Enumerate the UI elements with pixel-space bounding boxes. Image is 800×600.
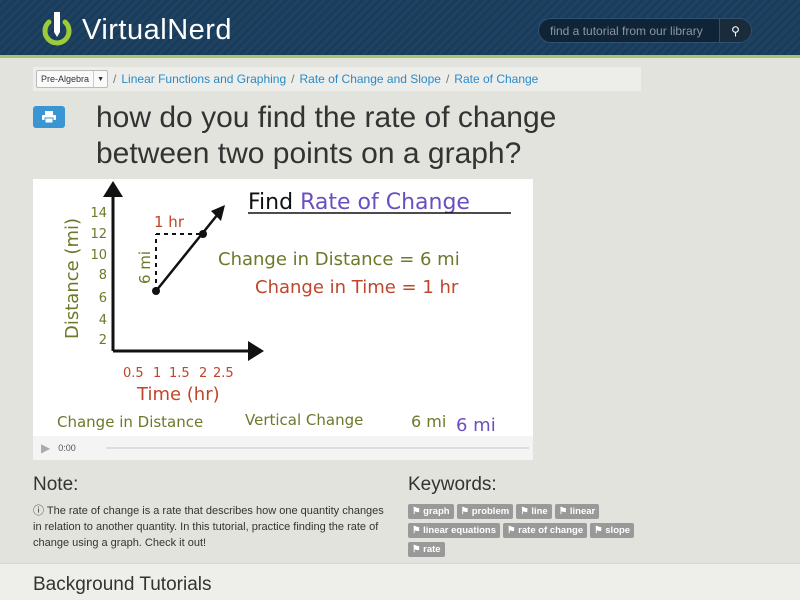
keyword-tag[interactable]: ⚑ linear xyxy=(554,504,600,519)
background-tutorials-heading: Background Tutorials xyxy=(33,574,212,595)
formula-vertical-change: Vertical Change xyxy=(245,411,363,429)
x-tick: 1.5 xyxy=(169,366,190,381)
formula-6mi-2: 6 mi xyxy=(456,415,496,436)
background-tutorials-section: Background Tutorials xyxy=(0,563,800,600)
rise-label: 6 mi xyxy=(136,251,154,284)
keyword-tag[interactable]: ⚑ rate of change xyxy=(503,523,588,538)
logo-text-virtual: Virtual xyxy=(82,13,168,46)
video-time: 0:00 xyxy=(58,443,76,453)
subject-select[interactable]: Pre-Algebra ▼ xyxy=(36,70,109,88)
y-tick: 6 xyxy=(99,291,107,306)
x-tick: 2.5 xyxy=(213,366,234,381)
change-time-text: Change in Time = 1 hr xyxy=(255,277,459,298)
keyword-tag[interactable]: ⚑ problem xyxy=(456,504,514,519)
chevron-down-icon: ▼ xyxy=(93,71,107,87)
video-heading-find: Find xyxy=(248,190,293,215)
search-bar: ⚲ xyxy=(538,18,752,43)
note-text: ⓘ The rate of change is a rate that desc… xyxy=(33,503,393,551)
y-tick: 10 xyxy=(90,248,107,263)
search-button[interactable]: ⚲ xyxy=(719,19,751,42)
y-tick: 2 xyxy=(99,333,107,348)
site-header: VirtualNerd ⚲ xyxy=(0,0,800,58)
x-tick: 1 xyxy=(153,366,161,381)
video-heading-rate: Rate of Change xyxy=(300,190,470,215)
tag-icon: ⚑ xyxy=(594,525,606,536)
search-icon: ⚲ xyxy=(731,23,740,38)
note-heading: Note: xyxy=(33,474,79,495)
y-tick: 8 xyxy=(99,268,107,283)
keyword-tag[interactable]: ⚑ linear equations xyxy=(408,523,501,538)
breadcrumb-link-linear-functions[interactable]: Linear Functions and Graphing xyxy=(121,72,287,86)
logo[interactable]: VirtualNerd xyxy=(40,10,232,50)
video-progress-bar[interactable] xyxy=(105,447,529,449)
subject-select-value: Pre-Algebra xyxy=(41,74,90,84)
info-icon: ⓘ xyxy=(33,505,47,517)
video-controls: ▶ 0:00 xyxy=(33,436,533,460)
video-frame: 2 4 6 8 10 12 14 0.5 1 1.5 2 2.5 Time (h… xyxy=(57,181,511,436)
tag-icon: ⚑ xyxy=(520,506,532,517)
logo-power-pencil-icon xyxy=(42,12,72,46)
y-tick: 12 xyxy=(90,227,107,242)
keywords-heading: Keywords: xyxy=(408,474,497,495)
keyword-tags: ⚑ graph ⚑ problem ⚑ line ⚑ linear ⚑ line… xyxy=(408,504,638,557)
keyword-tag[interactable]: ⚑ line xyxy=(516,504,552,519)
breadcrumb-separator: / xyxy=(113,72,117,86)
x-axis-label: Time (hr) xyxy=(136,384,220,405)
x-tick: 2 xyxy=(199,366,207,381)
tag-icon: ⚑ xyxy=(507,525,519,536)
video-player[interactable]: 2 4 6 8 10 12 14 0.5 1 1.5 2 2.5 Time (h… xyxy=(33,179,533,460)
breadcrumb: Pre-Algebra ▼ / Linear Functions and Grap… xyxy=(33,67,641,91)
search-input[interactable] xyxy=(539,19,719,42)
note-body: The rate of change is a rate that descri… xyxy=(33,505,384,549)
print-icon xyxy=(42,111,56,123)
formula-change-distance: Change in Distance xyxy=(57,413,203,431)
formula-6mi: 6 mi xyxy=(411,412,446,431)
tag-icon: ⚑ xyxy=(412,544,424,555)
tag-icon: ⚑ xyxy=(412,506,424,517)
keyword-tag[interactable]: ⚑ rate xyxy=(408,542,445,557)
y-tick: 4 xyxy=(99,313,107,328)
tag-icon: ⚑ xyxy=(412,525,424,536)
svg-text:Find Rate of Change: Find Rate of Change xyxy=(248,190,470,215)
y-tick: 14 xyxy=(90,206,107,221)
breadcrumb-link-rate-of-change[interactable]: Rate of Change xyxy=(454,72,539,86)
breadcrumb-separator: / xyxy=(445,72,450,86)
change-distance-text: Change in Distance = 6 mi xyxy=(218,249,460,270)
breadcrumb-separator: / xyxy=(291,72,295,86)
x-tick: 0.5 xyxy=(123,366,144,381)
play-icon[interactable]: ▶ xyxy=(41,441,51,455)
logo-text-nerd: Nerd xyxy=(167,13,233,46)
keyword-tag[interactable]: ⚑ graph xyxy=(408,504,454,519)
tag-icon: ⚑ xyxy=(460,506,472,517)
page-title: how do you find the rate of change betwe… xyxy=(96,101,557,170)
tag-icon: ⚑ xyxy=(558,506,570,517)
print-button[interactable] xyxy=(33,106,65,128)
y-axis-label: Distance (mi) xyxy=(62,218,83,339)
run-label: 1 hr xyxy=(154,213,185,231)
keyword-tag[interactable]: ⚑ slope xyxy=(590,523,635,538)
breadcrumb-link-rate-of-change-and-slope[interactable]: Rate of Change and Slope xyxy=(299,72,441,86)
